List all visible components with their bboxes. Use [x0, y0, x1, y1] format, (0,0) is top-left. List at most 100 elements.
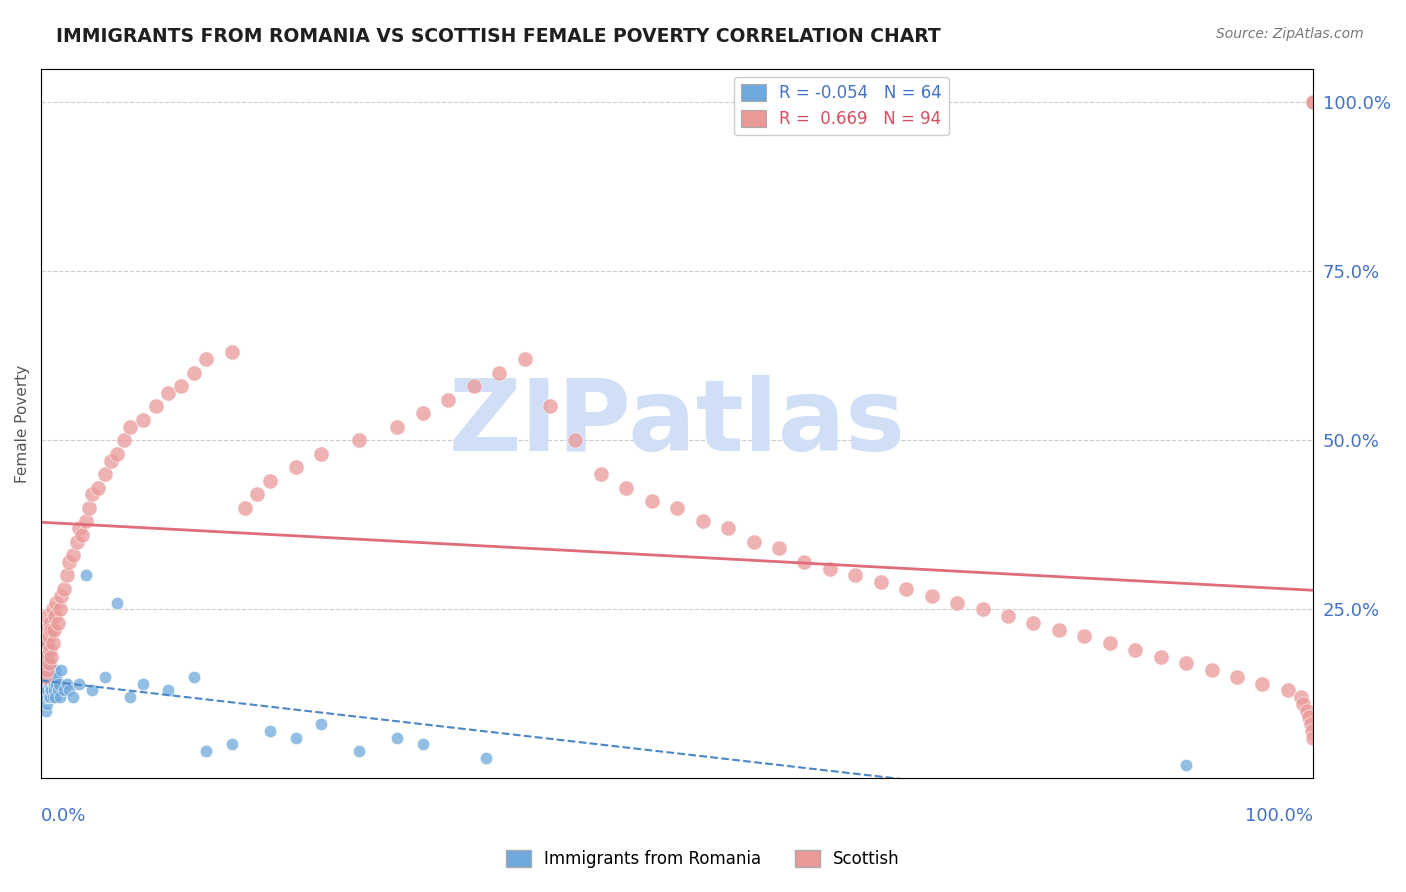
Point [1302, 95, 1324, 110]
Point [44, 690, 66, 705]
Point [347, 434, 370, 448]
Point [1302, 731, 1324, 745]
Y-axis label: Female Poverty: Female Poverty [15, 364, 30, 483]
Point [1296, 704, 1319, 718]
Point [35, 649, 58, 664]
Point [38, 657, 60, 671]
Point [41, 676, 63, 690]
Point [1277, 683, 1299, 698]
Point [41, 602, 63, 616]
Text: ZIPatlas: ZIPatlas [449, 375, 905, 472]
Point [44, 609, 66, 624]
Point [309, 447, 332, 461]
Point [666, 500, 689, 515]
Point [513, 352, 536, 367]
Point [93, 467, 115, 481]
Point [42, 676, 65, 690]
Point [70, 528, 93, 542]
Point [32, 690, 55, 705]
Point [79, 500, 101, 515]
Point [538, 400, 561, 414]
Point [46, 683, 69, 698]
Point [39, 683, 62, 698]
Legend: R = -0.054   N = 64, R =  0.669   N = 94: R = -0.054 N = 64, R = 0.669 N = 94 [734, 77, 949, 135]
Point [793, 555, 815, 569]
Point [34, 663, 56, 677]
Point [309, 717, 332, 731]
Point [946, 595, 969, 609]
Text: IMMIGRANTS FROM ROMANIA VS SCOTTISH FEMALE POVERTY CORRELATION CHART: IMMIGRANTS FROM ROMANIA VS SCOTTISH FEMA… [56, 27, 941, 45]
Point [37, 636, 59, 650]
Point [1302, 95, 1324, 110]
Point [1149, 649, 1171, 664]
Point [120, 690, 142, 705]
Point [641, 494, 664, 508]
Point [997, 609, 1019, 624]
Point [259, 723, 281, 738]
Point [742, 534, 765, 549]
Point [39, 670, 62, 684]
Point [589, 467, 612, 481]
Point [37, 609, 59, 624]
Point [42, 683, 65, 698]
Point [38, 690, 60, 705]
Point [39, 690, 62, 705]
Point [35, 683, 58, 698]
Point [488, 366, 510, 380]
Point [39, 623, 62, 637]
Point [62, 548, 84, 562]
Point [55, 568, 77, 582]
Point [221, 345, 243, 359]
Point [1047, 623, 1070, 637]
Point [221, 738, 243, 752]
Point [1022, 615, 1045, 630]
Point [37, 683, 59, 698]
Point [58, 555, 80, 569]
Point [183, 366, 205, 380]
Point [44, 663, 66, 677]
Point [195, 744, 218, 758]
Point [37, 670, 59, 684]
Point [75, 515, 97, 529]
Point [38, 663, 60, 677]
Point [1226, 670, 1249, 684]
Point [717, 521, 740, 535]
Point [58, 683, 80, 698]
Point [614, 481, 637, 495]
Point [692, 515, 714, 529]
Point [38, 657, 60, 671]
Text: 0.0%: 0.0% [41, 807, 87, 825]
Point [972, 602, 994, 616]
Point [42, 670, 65, 684]
Point [45, 670, 67, 684]
Point [34, 670, 56, 684]
Point [1073, 629, 1095, 643]
Point [246, 487, 269, 501]
Point [34, 676, 56, 690]
Point [42, 623, 65, 637]
Point [62, 690, 84, 705]
Point [818, 562, 841, 576]
Point [46, 615, 69, 630]
Point [67, 676, 90, 690]
Point [157, 683, 180, 698]
Point [34, 649, 56, 664]
Point [93, 670, 115, 684]
Point [49, 690, 72, 705]
Point [38, 676, 60, 690]
Point [132, 676, 155, 690]
Point [37, 676, 59, 690]
Point [284, 731, 307, 745]
Point [896, 582, 918, 596]
Point [87, 481, 110, 495]
Point [41, 636, 63, 650]
Point [1201, 663, 1223, 677]
Point [48, 676, 70, 690]
Point [233, 500, 256, 515]
Point [39, 663, 62, 677]
Point [120, 419, 142, 434]
Legend: Immigrants from Romania, Scottish: Immigrants from Romania, Scottish [499, 843, 907, 875]
Point [412, 406, 434, 420]
Point [39, 663, 62, 677]
Point [145, 400, 167, 414]
